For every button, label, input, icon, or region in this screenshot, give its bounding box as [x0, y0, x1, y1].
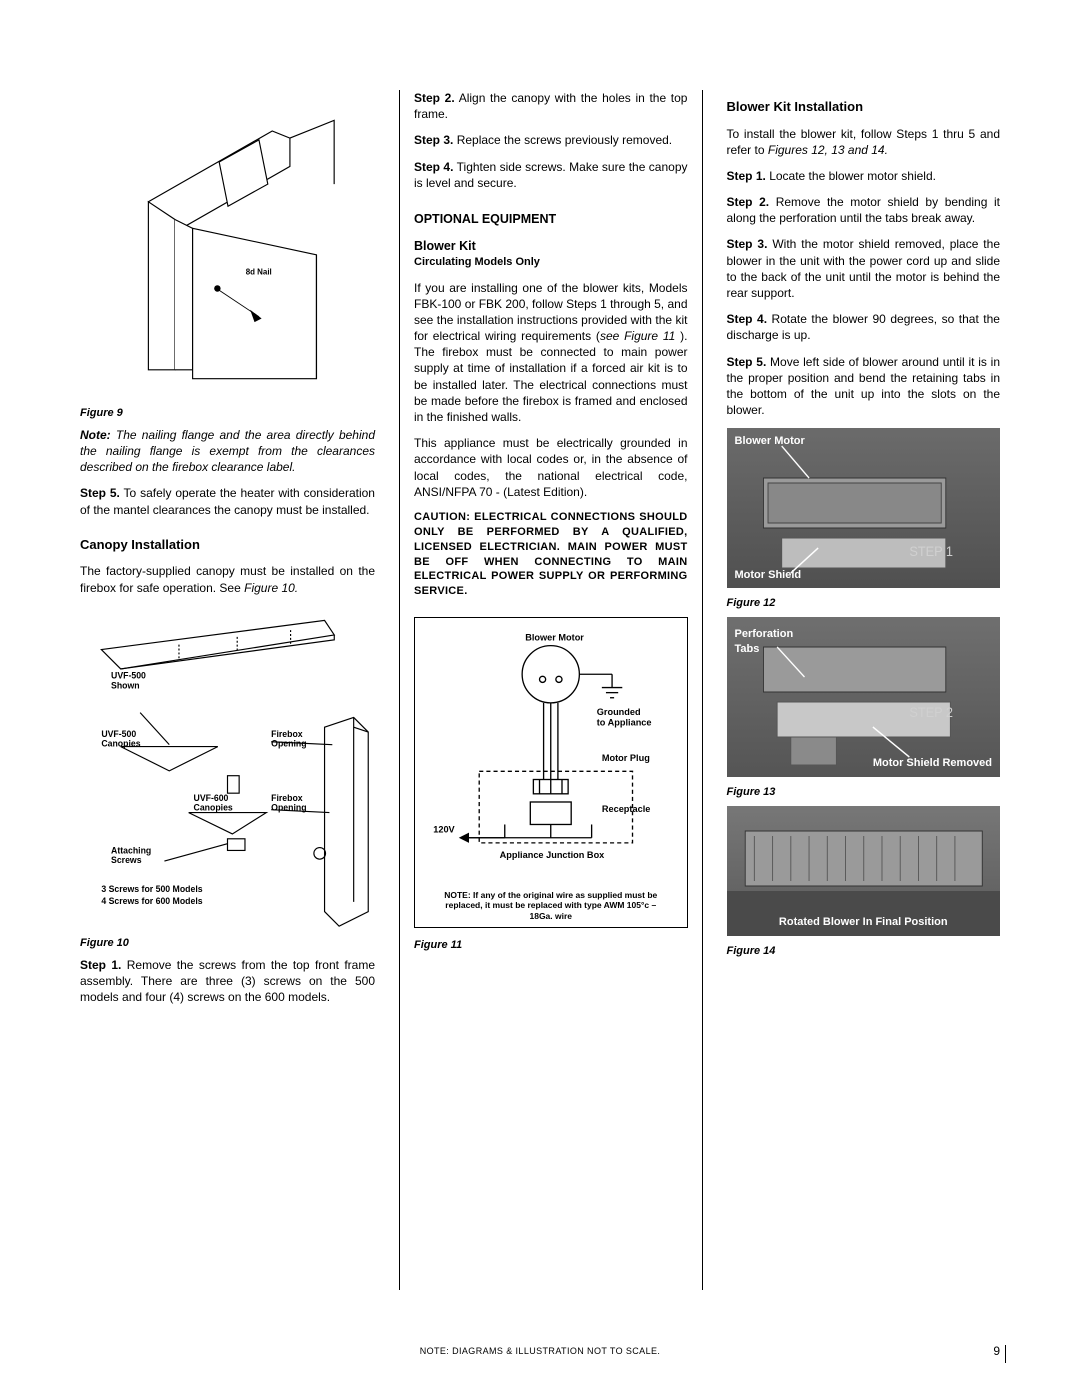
figure-10-caption: Figure 10: [80, 936, 375, 951]
figure-13-photo: PerforationTabs STEP 2 Motor Shield Remo…: [727, 617, 1001, 777]
figure-12-photo: Blower Motor STEP 1 Motor Shield: [727, 428, 1001, 588]
column-3: Blower Kit Installation To install the b…: [727, 90, 1001, 1290]
page-divider: [1005, 1345, 1006, 1363]
fig13-perf-tabs: PerforationTabs: [735, 627, 794, 657]
figure-9-diagram: 8d Nail: [80, 96, 375, 396]
figure-13-caption: Figure 13: [727, 785, 1001, 800]
col3-step-3: Step 3. With the motor shield removed, p…: [727, 236, 1001, 301]
figure-14-caption: Figure 14: [727, 944, 1001, 959]
blower-paragraph-1: If you are installing one of the blower …: [414, 280, 688, 426]
blower-kit-installation-head: Blower Kit Installation: [727, 98, 1001, 116]
col2-step-2: Step 2. Align the canopy with the holes …: [414, 90, 688, 122]
fig11-motor-plug: Motor Plug: [602, 753, 650, 763]
svg-text:STEP 1: STEP 1: [909, 544, 953, 560]
figure-9-caption: Figure 9: [80, 406, 375, 421]
fig10-firebox2: FireboxOpening: [271, 793, 306, 813]
column-2: Step 2. Align the canopy with the holes …: [399, 90, 703, 1290]
column-1: 8d Nail Figure 9 Note: Note: The nailing…: [80, 90, 375, 1290]
fig11-wire-note: NOTE: If any of the original wire as sup…: [423, 890, 679, 921]
fig11-grounded: Groundedto Appliance: [597, 707, 652, 727]
col2-step-4: Step 4. Tighten side screws. Make sure t…: [414, 159, 688, 191]
optional-equipment-head: OPTIONAL EQUIPMENT: [414, 211, 688, 228]
caution-electrical: CAUTION: ELECTRICAL CONNECTIONS SHOULD O…: [414, 510, 688, 599]
fig11-120v: 120V: [433, 825, 455, 835]
page-number: 9: [993, 1343, 1000, 1359]
col3-step-2: Step 2. Remove the motor shield by bendi…: [727, 194, 1001, 226]
blower-paragraph-2: This appliance must be electrically grou…: [414, 435, 688, 500]
fig10-uvf500-shown: UVF-500Shown: [111, 670, 146, 690]
note-nailing-flange: Note: Note: The nailing flange and the a…: [80, 427, 375, 476]
col1-step-1: Step 1. Remove the screws from the top f…: [80, 957, 375, 1006]
fig11-blower-motor: Blower Motor: [525, 633, 584, 643]
col3-step-5: Step 5. Move left side of blower around …: [727, 354, 1001, 419]
fig10-firebox1: FireboxOpening: [271, 729, 306, 749]
fig9-nail-label: 8d Nail: [245, 267, 271, 276]
fig12-motor-shield-label: Motor Shield: [735, 568, 802, 583]
canopy-intro: The factory-supplied canopy must be inst…: [80, 563, 375, 595]
canopy-installation-head: Canopy Installation: [80, 536, 375, 554]
fig12-blower-motor-label: Blower Motor: [735, 434, 805, 449]
fig10-screws1: 3 Screws for 500 Models: [101, 884, 202, 894]
col3-step-1: Step 1. Locate the blower motor shield.: [727, 168, 1001, 184]
svg-text:STEP 2: STEP 2: [909, 705, 953, 721]
footer-note: NOTE: DIAGRAMS & ILLUSTRATION NOT TO SCA…: [0, 1345, 1080, 1357]
fig10-uvf600-can: UVF-600Canopies: [194, 793, 233, 813]
figure-14-photo: Rotated Blower In Final Position: [727, 806, 1001, 936]
fig11-receptacle: Receptacle: [602, 804, 651, 814]
circulating-only: Circulating Models Only: [414, 255, 688, 270]
step-5: Step 5. To safely operate the heater wit…: [80, 485, 375, 517]
fig10-screws2: 4 Screws for 600 Models: [101, 896, 202, 906]
figure-10-diagram: UVF-500Shown UVF-500Canopies FireboxOpen…: [80, 606, 375, 926]
fig10-uvf500-can: UVF-500Canopies: [101, 729, 140, 749]
fig10-attaching: AttachingScrews: [111, 845, 151, 865]
fig13-ms-removed: Motor Shield Removed: [873, 756, 992, 771]
figure-12-caption: Figure 12: [727, 596, 1001, 611]
col3-intro: To install the blower kit, follow Steps …: [727, 126, 1001, 158]
figure-11-caption: Figure 11: [414, 938, 688, 953]
fig14-rotated-label: Rotated Blower In Final Position: [727, 915, 1001, 930]
col2-step-3: Step 3. Replace the screws previously re…: [414, 132, 688, 148]
figure-11-diagram: Blower Motor Groundedto Appliance Motor …: [414, 617, 688, 928]
blower-kit-head: Blower Kit: [414, 238, 688, 255]
fig11-junction: Appliance Junction Box: [500, 850, 606, 860]
col3-step-4: Step 4. Rotate the blower 90 degrees, so…: [727, 311, 1001, 343]
